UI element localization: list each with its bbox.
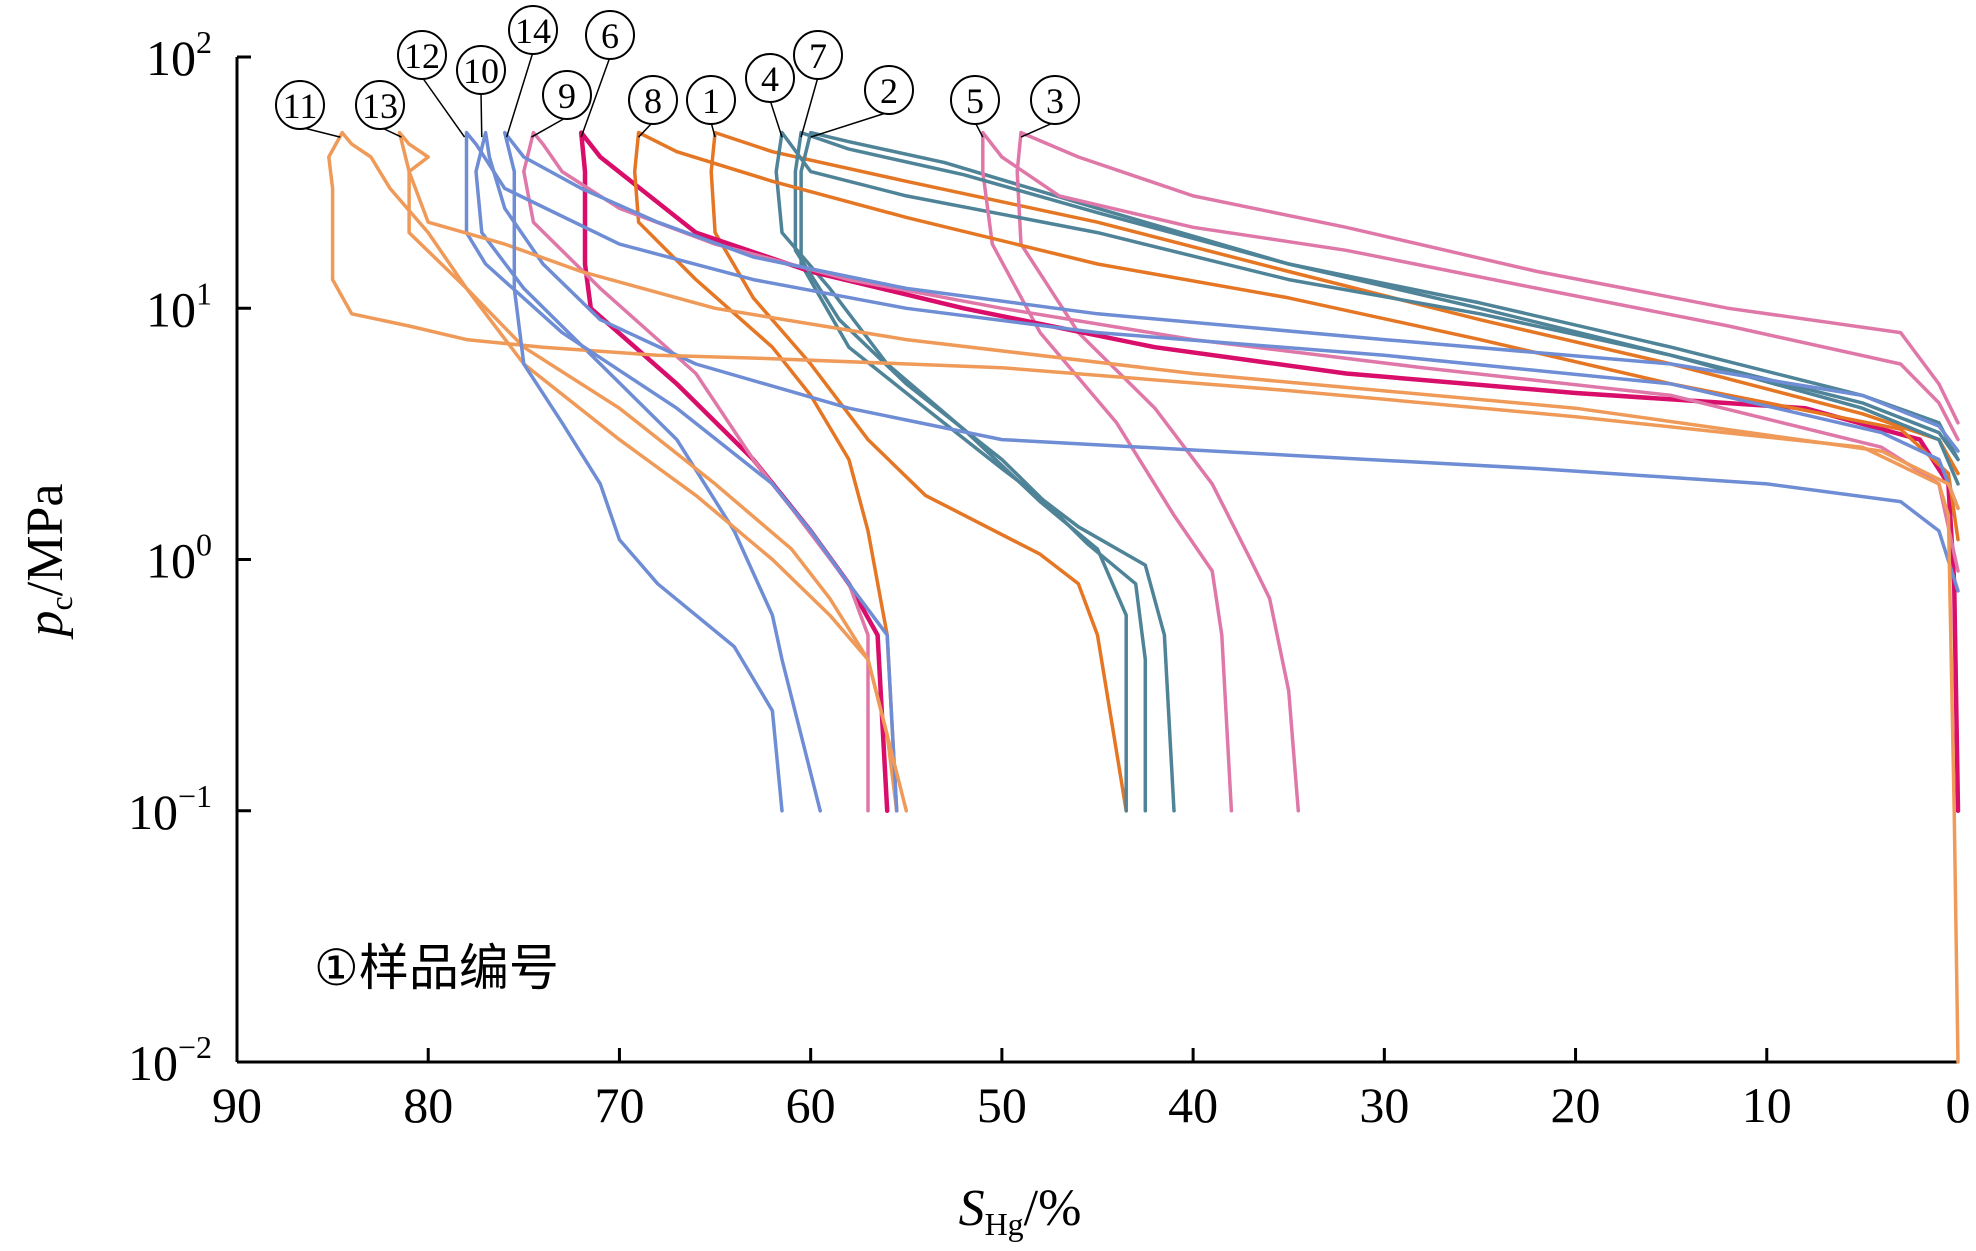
y-tick-base: 10	[146, 30, 196, 86]
y-axis-title-sub: c	[43, 596, 79, 610]
y-tick-exponent: 2	[196, 24, 212, 60]
y-tick-base: 10	[128, 784, 178, 840]
marker-label-5: 5	[966, 81, 984, 121]
marker-label-3: 3	[1046, 81, 1064, 121]
y-tick-base: 10	[128, 1035, 178, 1091]
marker-leader-6	[580, 56, 611, 138]
marker-leader-14	[505, 51, 534, 138]
marker-leader-10	[480, 91, 483, 138]
marker-label-9: 9	[558, 76, 576, 116]
y-axis-title: pc/MPa	[17, 484, 79, 641]
marker-label-11: 11	[283, 86, 318, 126]
series-line-⑧	[632, 130, 1960, 813]
marker-circle-10	[456, 45, 506, 95]
marker-circle-3	[1030, 75, 1080, 125]
x-tick-label: 70	[594, 1077, 644, 1133]
x-tick-label: 50	[977, 1077, 1027, 1133]
marker-circle-2	[864, 65, 914, 115]
series-line-⑤	[981, 130, 1960, 813]
marker-circle-9	[542, 70, 592, 120]
y-tick-label: 102	[146, 24, 212, 86]
x-axis-title: SHg/%	[959, 1180, 1082, 1242]
y-tick-label: 101	[146, 275, 212, 337]
marker-label-14: 14	[515, 11, 551, 51]
x-tick-label: 80	[403, 1077, 453, 1133]
marker-circle-4	[745, 53, 795, 103]
marker-label-4: 4	[761, 59, 779, 99]
series-line-⑩	[474, 130, 1960, 813]
series-layer	[327, 130, 1961, 1064]
marker-label-10: 10	[463, 51, 499, 91]
series-line-②	[799, 130, 1960, 813]
marker-leader-12	[421, 76, 466, 138]
x-tick-label: 60	[786, 1077, 836, 1133]
series-line-①	[709, 130, 1960, 813]
y-tick-label: 100	[146, 527, 212, 589]
marker-leader-2	[810, 111, 890, 138]
series-line-⑦	[793, 130, 1960, 813]
y-tick-exponent: −1	[178, 778, 212, 814]
marker-leader-7	[800, 76, 819, 138]
y-tick-exponent: 1	[196, 275, 212, 311]
x-tick-label: 30	[1359, 1077, 1409, 1133]
marker-leader-9	[531, 116, 568, 138]
y-tick-base: 10	[146, 281, 196, 337]
marker-circle-7	[793, 30, 843, 80]
series-line-③	[1015, 130, 1960, 813]
x-tick-label: 20	[1551, 1077, 1601, 1133]
marker-circle-1	[686, 75, 736, 125]
marker-leader-3	[1020, 121, 1056, 138]
marker-label-12: 12	[404, 36, 440, 76]
series-line-⑫	[464, 130, 1960, 813]
y-tick-label: 10−1	[128, 778, 212, 840]
series-line-⑭	[502, 130, 1960, 813]
x-tick-label: 90	[212, 1077, 262, 1133]
y-tick-label: 10−2	[128, 1029, 212, 1091]
y-tick-exponent: −2	[178, 1029, 212, 1065]
x-tick-label: 40	[1168, 1077, 1218, 1133]
sample-number-note: ①样品编号	[314, 939, 559, 997]
marker-label-13: 13	[362, 86, 398, 126]
marker-circle-13	[355, 80, 405, 130]
marker-label-6: 6	[601, 16, 619, 56]
series-line-⑪	[327, 130, 1960, 1064]
x-tick-label: 10	[1742, 1077, 1792, 1133]
marker-circle-8	[628, 75, 678, 125]
marker-circle-14	[508, 5, 558, 55]
marker-label-1: 1	[702, 81, 720, 121]
series-line-④	[774, 130, 1960, 813]
y-axis-title-unit: /MPa	[17, 484, 74, 597]
marker-circle-6	[585, 10, 635, 60]
marker-circle-5	[950, 75, 1000, 125]
x-axis-title-unit: /%	[1024, 1180, 1082, 1237]
marker-label-7: 7	[809, 36, 827, 76]
x-tick-label: 0	[1946, 1077, 1971, 1133]
y-axis-title-main: p	[17, 610, 74, 640]
marker-circle-11	[275, 80, 325, 130]
marker-circle-12	[397, 30, 447, 80]
x-axis-title-sub: Hg	[985, 1206, 1024, 1242]
marker-leader-4	[769, 99, 783, 138]
x-axis-title-main: S	[959, 1180, 985, 1237]
marker-label-8: 8	[644, 81, 662, 121]
marker-label-2: 2	[880, 71, 898, 111]
y-tick-base: 10	[146, 533, 196, 589]
series-line-⑬	[397, 130, 1960, 813]
y-tick-exponent: 0	[196, 527, 212, 563]
series-line-⑥	[578, 130, 1961, 814]
